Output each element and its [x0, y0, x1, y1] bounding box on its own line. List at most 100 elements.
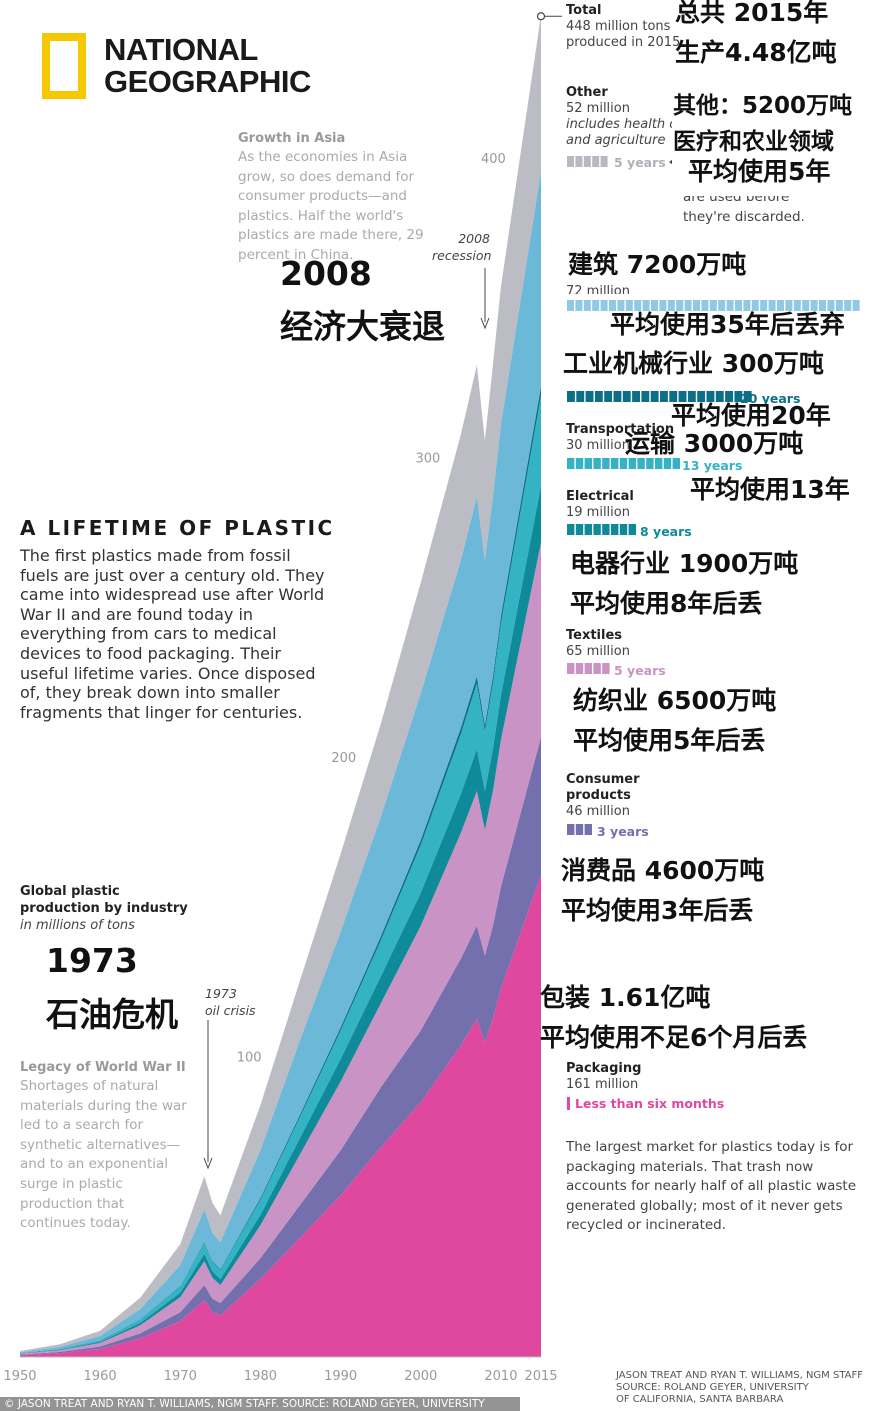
credit-line-2: SOURCE: ROLAND GEYER, UNIVERSITY — [616, 1382, 809, 1393]
consumer-lifetime-block — [567, 824, 575, 835]
packaging-name: Packaging — [566, 1061, 642, 1076]
recession-annotation: 2008 recession — [432, 230, 491, 264]
electrical-lifetime-block — [619, 524, 628, 535]
cn-crisis-1: 1973 — [46, 941, 138, 980]
watermark-bar: © JASON TREAT AND RYAN T. WILLIAMS, NGM … — [0, 1397, 520, 1411]
transportation-lifetime-block — [672, 458, 680, 469]
building-lifetime-block — [844, 300, 852, 311]
recession-arrow-head — [480, 317, 490, 330]
transportation-lifetime-block — [611, 458, 619, 469]
electrical-name: Electrical — [566, 489, 634, 504]
industry-textiles: Textiles 65 million — [566, 628, 630, 660]
industrial-lifetime-block — [660, 391, 668, 402]
other-lifetime-block — [567, 156, 574, 167]
textiles-years: 5 years — [614, 663, 666, 678]
ww2-note: Legacy of World War II Shortages of natu… — [20, 1060, 190, 1234]
industrial-lifetime-block — [687, 391, 696, 402]
building-lifetime-block — [768, 300, 776, 311]
area-series-textiles — [20, 542, 541, 1355]
area-series-electrical — [20, 485, 541, 1354]
cn-other-2: 医疗和农业领域 — [673, 129, 834, 155]
y-axis-title-line-2: production by industry — [20, 901, 188, 916]
industry-transportation: Transportation 30 million — [566, 422, 674, 454]
other-note-2: and agriculture — [566, 133, 666, 148]
cn-electrical-2: 平均使用8年后丢 — [570, 589, 763, 618]
y-axis-title: Global plastic production by industry — [20, 883, 190, 917]
transportation-years: 13 years — [682, 458, 743, 473]
industrial-lifetime-block — [585, 391, 594, 402]
cn-building-2: 平均使用35年后丢弃 — [610, 310, 845, 339]
other-lifetime-block — [600, 156, 608, 167]
transportation-lifetime-block — [584, 458, 592, 469]
packaging-value: 161 million — [566, 1077, 639, 1092]
building-lifetime-block — [600, 300, 608, 311]
building-lifetime-block — [575, 300, 583, 311]
industrial-lifetime-block — [567, 391, 575, 402]
total-marker — [536, 12, 546, 21]
cn-industrial-1: 工业机械行业 300万吨 — [563, 349, 824, 378]
cn-packaging-1: 包装 1.61亿吨 — [540, 983, 711, 1012]
cn-consumer-1: 消费品 4600万吨 — [561, 856, 765, 885]
cn-other-backdrop — [672, 86, 862, 196]
transportation-lifetime-block — [637, 458, 645, 469]
transportation-lifetime-block — [593, 458, 601, 469]
cn-textiles-1: 纺织业 6500万吨 — [573, 686, 777, 715]
industry-other: Other 52 million includes health care an… — [566, 85, 698, 149]
transportation-value: 30 million — [566, 438, 630, 453]
cn-building-1: 建筑 7200万吨 — [568, 250, 747, 279]
building-lifetime-block — [592, 300, 600, 311]
other-name: Other — [566, 85, 608, 100]
building-lifetime-block — [676, 300, 684, 311]
y-tick-label-400: 400 — [481, 152, 506, 167]
total-label: Total 448 million tons produced in 2015 — [566, 3, 680, 51]
total-name: Total — [566, 3, 602, 18]
textiles-name: Textiles — [566, 628, 623, 643]
building-lifetime-block — [651, 300, 658, 311]
oil-crisis-year: 1973 — [205, 986, 237, 1001]
electrical-years: 8 years — [640, 524, 692, 539]
building-lifetime-block — [810, 300, 818, 311]
consumer-lifetime-block — [575, 824, 584, 835]
industrial-lifetime-block — [743, 391, 752, 402]
building-lifetime-block — [625, 300, 633, 311]
building-lifetime-block — [684, 300, 692, 311]
electrical-lifetime-block — [611, 524, 619, 535]
asia-note-body: As the economies in Asia grow, so does d… — [238, 149, 424, 263]
transportation-lifetime-block — [619, 458, 628, 469]
industrial-lifetime-block — [669, 391, 678, 402]
intro-text: The first plastics made from fossil fuel… — [20, 546, 325, 722]
cn-transport-1: 运输 3000万吨 — [625, 429, 804, 458]
building-lifetime-block — [701, 300, 709, 311]
total-produced: produced in 2015 — [566, 35, 681, 50]
cn-total-2: 生产4.48亿吨 — [675, 38, 837, 67]
other-years: 5 years — [614, 155, 666, 170]
industrial-lifetime-block — [622, 391, 631, 402]
transportation-lifetime-block — [663, 458, 672, 469]
building-value: 72 million — [566, 284, 630, 294]
electrical-lifetime-block — [602, 524, 610, 535]
x-tick-label-1980: 1980 — [244, 1369, 277, 1384]
building-lifetime-block — [567, 300, 574, 311]
credits: JASON TREAT AND RYAN T. WILLIAMS, NGM ST… — [616, 1370, 863, 1406]
industrial-lifetime-block — [706, 391, 715, 402]
cn-electrical-1: 电器行业 1900万吨 — [570, 549, 799, 578]
cn-textiles-2: 平均使用5年后丢 — [573, 726, 766, 755]
consumer-name-1: Consumer — [566, 772, 640, 787]
oil-crisis-label: oil crisis — [205, 1003, 256, 1018]
textiles-lifetime-block — [567, 663, 575, 674]
electrical-lifetime-block — [593, 524, 601, 535]
logo-line-2: GEOGRAPHIC — [104, 64, 311, 99]
transportation-lifetime-block — [646, 458, 654, 469]
x-tick-label-2000: 2000 — [404, 1369, 437, 1384]
oil-crisis-annotation: 1973 oil crisis — [205, 985, 256, 1019]
building-lifetime-block — [709, 300, 717, 311]
electrical-lifetime-block — [628, 524, 636, 535]
building-lifetime-block — [760, 300, 768, 311]
cn-total-1: 总共 2015年 — [675, 0, 829, 27]
cn-packaging-2: 平均使用不足6个月后丢 — [540, 1023, 808, 1052]
transportation-lifetime-block — [655, 458, 663, 469]
logo-line-1: NATIONAL — [104, 32, 258, 67]
building-lifetime-block — [835, 300, 843, 311]
industrial-lifetime-block — [576, 391, 585, 402]
y-tick-label-100: 100 — [237, 1051, 262, 1066]
